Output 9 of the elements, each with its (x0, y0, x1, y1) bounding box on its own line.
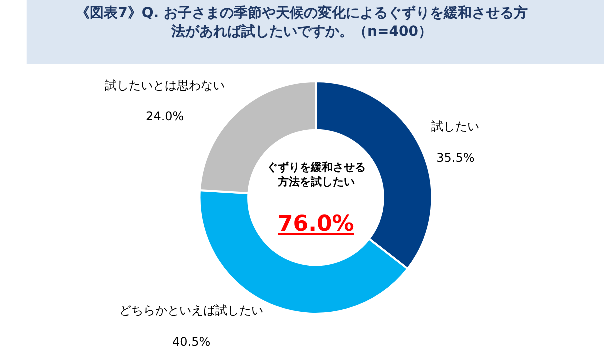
slice-label: 試したい (432, 120, 480, 134)
data-label: 40.5% (172, 334, 211, 349)
chart-title: 《図表7》Q. お子さまの季節や天候の変化によるぐずりを緩和させる方法があれば試したいですか。（n=400） (76, 4, 528, 40)
slice-label: どちらかといえば試したい (120, 304, 264, 318)
slice-label: 試したいとは思わない (105, 78, 226, 92)
data-label: 24.0% (146, 110, 184, 124)
data-label: 35.5% (436, 150, 475, 165)
text: ぐずりを緩和させる方法を試したい (267, 161, 366, 188)
text: 76.0% (278, 212, 354, 237)
